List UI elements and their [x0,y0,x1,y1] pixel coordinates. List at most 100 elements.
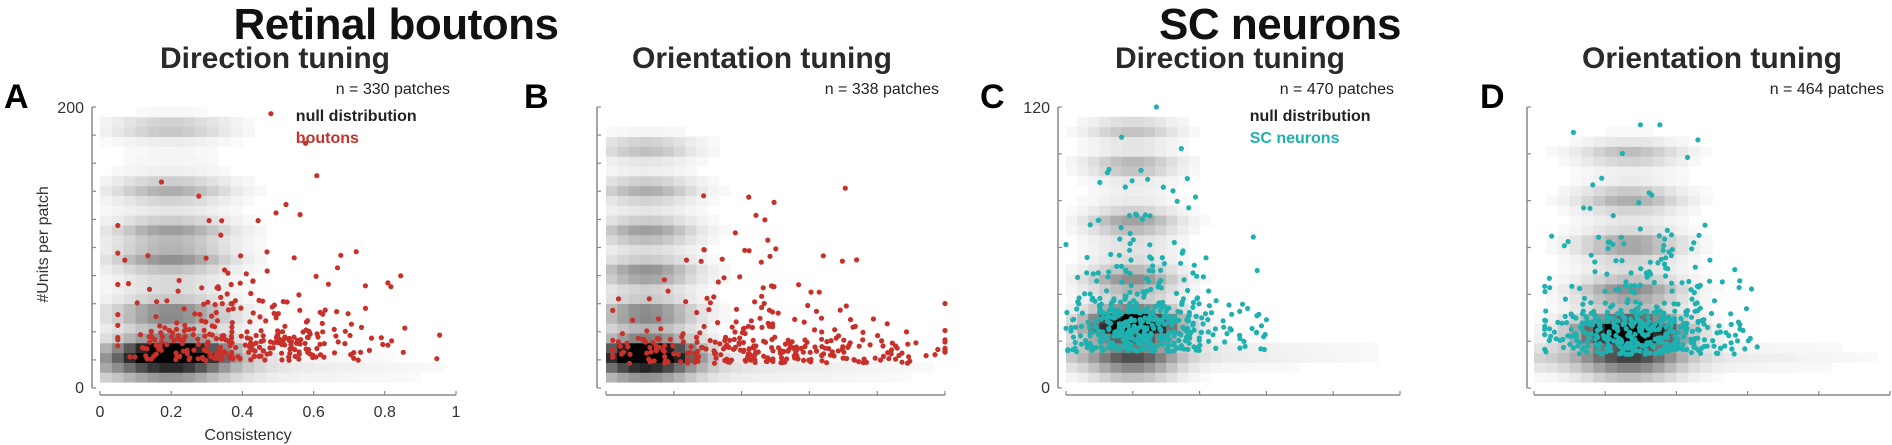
heatmap-cell [673,195,686,206]
heatmap-cell [1177,224,1189,236]
data-point [206,218,212,224]
heatmap-cell [1099,293,1112,304]
heatmap-cell [775,372,788,383]
heatmap-cell [899,372,912,383]
data-point [147,339,153,345]
data-point [250,310,256,316]
heatmap-cell [651,215,664,226]
heatmap-cell [1545,303,1559,314]
heatmap-cell [1557,224,1571,236]
data-point [1731,351,1737,357]
data-point [275,311,281,317]
data-point [1589,322,1596,328]
heatmap-cell [1569,352,1583,363]
heatmap-cell [673,303,686,314]
data-point [907,358,913,364]
data-point [1152,314,1158,321]
data-point [1116,252,1122,258]
data-point [1613,258,1619,264]
heatmap-cell [100,293,113,304]
heatmap-cell [1177,156,1189,167]
heatmap-cell [707,274,720,285]
heatmap-cell [123,342,137,354]
scatter-series [115,111,443,364]
data-point [1137,310,1143,316]
data-point [1185,287,1191,294]
data-point [192,311,198,317]
heatmap-cell [1155,234,1167,246]
heatmap-cell [1066,215,1078,226]
data-point [1171,342,1177,348]
heatmap-cell [1783,342,1796,354]
data-point [1691,240,1697,246]
data-point [1605,245,1611,252]
heatmap-cell [1534,313,1547,324]
data-point [1652,336,1658,342]
data-point [209,313,215,319]
heatmap-cell [183,244,196,255]
heatmap-cell [242,362,255,373]
heatmap-cell [1664,234,1677,246]
data-point [715,320,721,326]
heatmap-cell [1166,352,1178,363]
data-point [1208,310,1215,316]
heatmap-cell [1783,352,1796,363]
heatmap-cell [1712,352,1725,363]
heatmap-cell [888,372,901,383]
data-point [1585,343,1591,349]
heatmap-cell [1534,332,1547,344]
data-point [1591,308,1597,314]
data-point [279,350,285,356]
heatmap-cell [1617,185,1630,196]
data-point [711,360,718,366]
heatmap-cell [617,185,630,196]
heatmap-cell [1652,234,1666,246]
heatmap-cell [696,205,709,216]
heatmap-cell [1830,342,1844,354]
heatmap-cell [1605,185,1618,196]
data-point [214,285,220,291]
heatmap-cell [1066,264,1078,275]
heatmap-cell [218,205,232,216]
data-point [1144,326,1150,332]
data-point [1742,346,1748,352]
data-point [886,356,892,362]
heatmap-cell [1628,293,1642,304]
data-point [875,333,881,339]
heatmap-cell [194,116,208,128]
data-point [294,340,300,346]
heatmap-cell [1652,195,1666,206]
data-point [748,357,754,363]
data-point [1607,239,1613,245]
data-point [1615,318,1621,324]
heatmap-cell [135,323,149,334]
heatmap-cell [1605,352,1618,363]
data-point [1592,315,1599,321]
patch-count-annotation: n = 464 patches [1770,81,1884,98]
heatmap-cell [639,185,652,196]
data-point [742,357,748,363]
heatmap-cell [696,303,709,314]
heatmap-cell [1155,205,1167,216]
data-point [250,347,256,353]
heatmap-cell [899,362,912,373]
heatmap-cell [685,234,697,246]
heatmap-cell [1581,352,1594,363]
heatmap-cell [1652,215,1666,226]
heatmap-cell [1099,254,1112,265]
data-point [1150,263,1156,269]
data-point [707,300,714,306]
heatmap-cell [854,362,867,373]
heatmap-cell [206,175,220,187]
heatmap-cell [1747,352,1761,363]
data-point [1169,322,1175,328]
data-point [1692,308,1698,314]
heatmap-cell [1593,274,1606,285]
heatmap-cell [1605,215,1618,226]
heatmap-cell [396,362,410,373]
heatmap-cell [1676,185,1689,196]
data-point [720,346,727,352]
data-point [1126,304,1132,310]
data-point [619,331,626,337]
data-point [658,326,664,332]
